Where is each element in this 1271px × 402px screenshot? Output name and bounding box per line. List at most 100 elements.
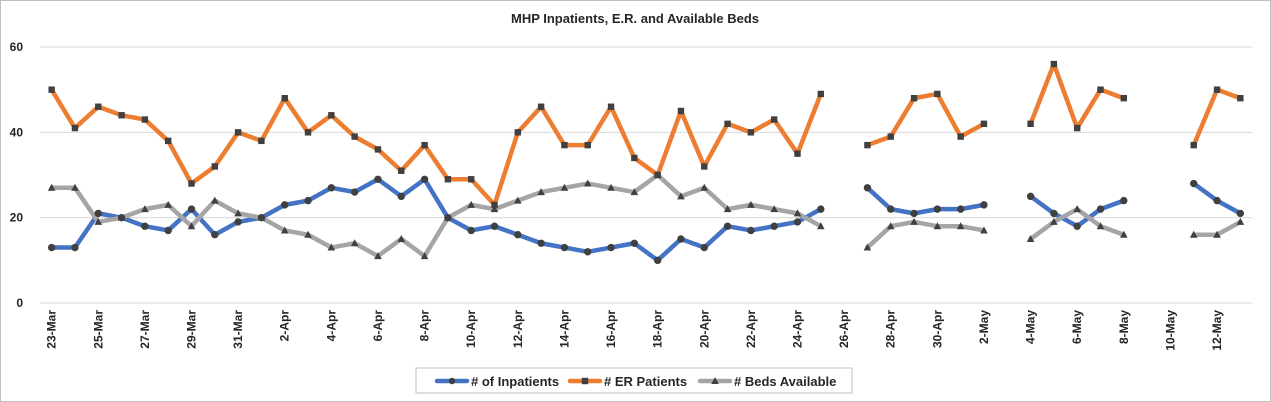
x-tick-label: 2-May: [977, 310, 991, 344]
marker-beds-available: [141, 205, 149, 213]
marker-of-inpatients: [653, 256, 662, 265]
marker-er-patients: [491, 201, 498, 209]
marker-of-inpatients: [234, 218, 242, 226]
x-tick-label: 24-Apr: [791, 310, 805, 348]
series-line-beds-available: [865, 219, 987, 250]
x-tick-label: 4-May: [1024, 310, 1038, 344]
marker-of-inpatients: [723, 222, 732, 230]
x-tick-label: 23-Mar: [45, 310, 59, 349]
marker-er-patients: [584, 141, 591, 149]
marker-er-patients: [398, 167, 405, 174]
marker-er-patients: [934, 90, 941, 98]
marker-of-inpatients: [467, 226, 475, 235]
marker-beds-available: [1050, 217, 1058, 225]
marker-er-patients: [95, 103, 102, 110]
marker-beds-available: [117, 213, 126, 221]
marker-er-patients: [188, 180, 195, 187]
marker-beds-available: [187, 222, 196, 230]
marker-beds-available: [514, 196, 522, 204]
marker-beds-available: [886, 222, 895, 230]
series-line-beds-available: [49, 172, 824, 259]
marker-beds-available: [234, 209, 242, 217]
marker-er-patients: [631, 154, 638, 162]
marker-er-patients: [1073, 124, 1081, 132]
series-line-er-patients: [865, 91, 987, 148]
x-tick-label: 28-Apr: [884, 310, 898, 348]
legend-label: # Beds Available: [734, 374, 836, 389]
x-tick-label: 27-Mar: [138, 310, 152, 349]
marker-of-inpatients: [887, 205, 895, 213]
marker-beds-available: [817, 222, 825, 230]
marker-of-inpatients: [420, 175, 429, 183]
x-tick-label: 10-Apr: [464, 310, 478, 348]
marker-beds-available: [537, 188, 545, 196]
marker-er-patients: [421, 141, 428, 149]
marker-er-patients: [118, 112, 125, 119]
marker-er-patients: [164, 137, 172, 145]
marker-er-patients: [304, 129, 312, 136]
marker-of-inpatients: [397, 192, 405, 201]
marker-beds-available: [444, 213, 452, 221]
marker-beds-available: [257, 213, 266, 221]
marker-beds-available: [47, 183, 56, 191]
marker-er-patients: [747, 129, 755, 136]
marker-er-patients: [724, 120, 731, 127]
series-lines: [49, 61, 1243, 263]
marker-beds-available: [1120, 230, 1128, 238]
marker-of-inpatients: [327, 184, 336, 192]
gridlines: [40, 46, 1252, 304]
marker-of-inpatients: [1213, 196, 1221, 205]
marker-of-inpatients: [1026, 192, 1035, 201]
marker-beds-available: [397, 235, 406, 242]
marker-beds-available: [71, 183, 79, 191]
marker-of-inpatients: [933, 205, 942, 213]
marker-er-patients: [910, 95, 918, 102]
marker-er-patients: [71, 124, 79, 132]
marker-beds-available: [677, 192, 685, 200]
marker-er-patients: [141, 116, 149, 123]
legend-marker: [581, 377, 589, 385]
marker-of-inpatients: [747, 226, 755, 235]
marker-beds-available: [630, 188, 639, 196]
x-tick-label: 6-Apr: [371, 310, 385, 342]
marker-of-inpatients: [1236, 209, 1245, 218]
legend: # of Inpatients # ER Patients # Beds Avail…: [415, 367, 853, 394]
marker-er-patients: [48, 86, 55, 93]
marker-beds-available: [863, 243, 872, 251]
marker-beds-available: [374, 252, 382, 260]
x-tick-label: 14-Apr: [557, 310, 571, 348]
y-tick-label: 40: [10, 125, 24, 139]
marker-er-patients: [1213, 86, 1221, 93]
marker-of-inpatients: [560, 243, 569, 252]
x-axis: 23-Mar 25-Mar 27-Mar 29-Mar 31-Mar 2-Apr 4-Apr…: [40, 302, 1252, 351]
marker-of-inpatients: [700, 243, 708, 252]
marker-beds-available: [94, 217, 103, 225]
series-line-er-patients: [1028, 61, 1127, 131]
marker-of-inpatients: [514, 231, 522, 239]
x-tick-label: 25-Mar: [91, 310, 105, 349]
marker-beds-available: [1026, 235, 1035, 242]
marker-er-patients: [258, 137, 265, 145]
legend-label: # ER Patients: [604, 374, 687, 389]
marker-of-inpatients: [211, 231, 219, 239]
marker-of-inpatients: [187, 205, 196, 213]
marker-beds-available: [1096, 222, 1105, 230]
marker-beds-available: [583, 179, 592, 187]
marker-of-inpatients: [304, 196, 312, 205]
marker-er-patients: [561, 141, 568, 149]
marker-of-inpatients: [584, 248, 592, 256]
marker-beds-available: [1236, 217, 1245, 225]
marker-of-inpatients: [1120, 196, 1128, 205]
series-line-of-inpatients: [865, 185, 987, 216]
y-axis-ticks: 0 20 40 60: [10, 40, 24, 310]
x-tick-label: 2-Apr: [278, 310, 292, 342]
marker-beds-available: [793, 209, 802, 217]
marker-of-inpatients: [164, 226, 172, 235]
marker-er-patients: [1120, 95, 1128, 102]
marker-of-inpatients: [980, 201, 988, 209]
marker-er-patients: [467, 176, 475, 183]
x-tick-label: 4-Apr: [324, 310, 338, 342]
x-tick-label: 31-Mar: [231, 310, 245, 349]
marker-er-patients: [1027, 120, 1034, 127]
marker-of-inpatients: [281, 201, 289, 209]
